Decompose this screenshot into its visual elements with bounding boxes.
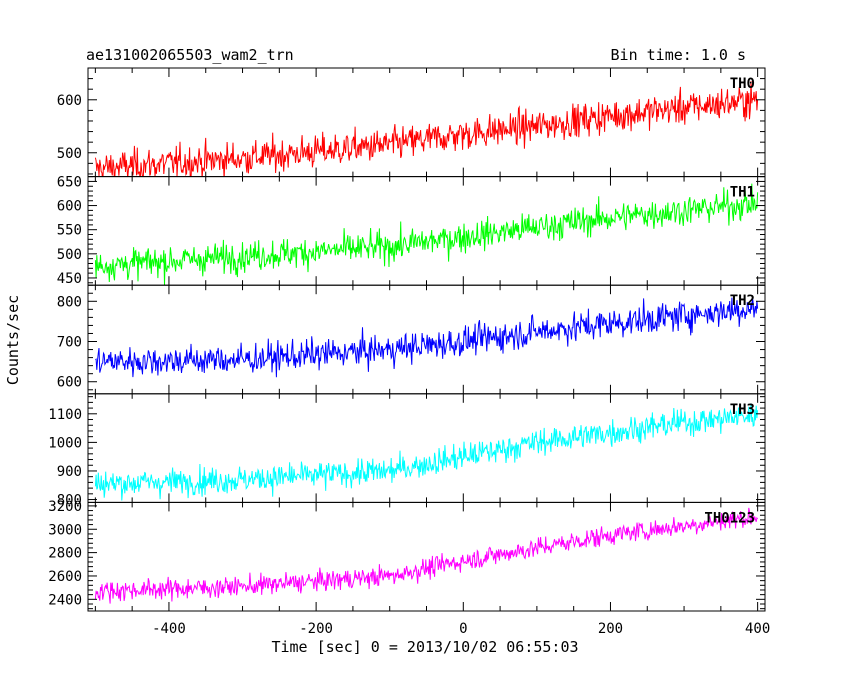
y-tick-label: 600 [57,199,82,215]
panel-label-th0123: TH0123 [704,510,755,526]
panel-label-th3: TH3 [730,402,755,418]
series-line-th0123 [94,507,759,604]
panel-frame-th3 [87,393,766,503]
x-tick-label: 400 [745,621,770,637]
chart-title: ae131002065503_wam2_trn [86,46,294,64]
y-tick-label: 1100 [48,407,82,423]
y-tick-label: 500 [57,146,82,162]
series-line-th1 [94,183,759,286]
panel-label-th1: TH1 [730,185,755,201]
y-tick-label: 700 [57,335,82,351]
y-tick-label: 900 [57,464,82,480]
y-axis-label: Counts/sec [4,294,22,386]
x-axis-label: Time [sec] 0 = 2013/10/02 06:55:03 [271,638,579,656]
panel-label-th2: TH2 [730,293,755,309]
panel-frame-th1 [87,176,766,286]
series-line-th0 [94,81,759,177]
y-tick-label: 1000 [48,435,82,451]
y-tick-label: 650 [57,174,82,190]
y-tick-label: 800 [57,493,82,509]
bin-time-label: Bin time: 1.0 s [610,46,746,64]
series-line-th3 [94,403,759,501]
y-tick-label: 2800 [48,546,82,562]
x-tick-label: -200 [299,621,333,637]
x-tick-label: -400 [152,621,186,637]
y-tick-label: 500 [57,247,82,263]
y-tick-label: 600 [57,93,82,109]
y-tick-label: 2600 [48,569,82,585]
y-tick-label: 2400 [48,592,82,608]
y-tick-label: 450 [57,271,82,287]
series-line-th2 [95,297,759,378]
x-tick-label: 0 [459,621,467,637]
panel-frame-th0123 [87,501,766,612]
y-tick-label: 3200 [48,499,82,515]
y-tick-label: 3000 [48,522,82,538]
y-tick-label: 800 [57,294,82,310]
panel-label-th0: TH0 [730,76,755,92]
y-tick-label: 550 [57,223,82,239]
y-tick-label: 600 [57,375,82,391]
x-tick-label: 200 [598,621,623,637]
